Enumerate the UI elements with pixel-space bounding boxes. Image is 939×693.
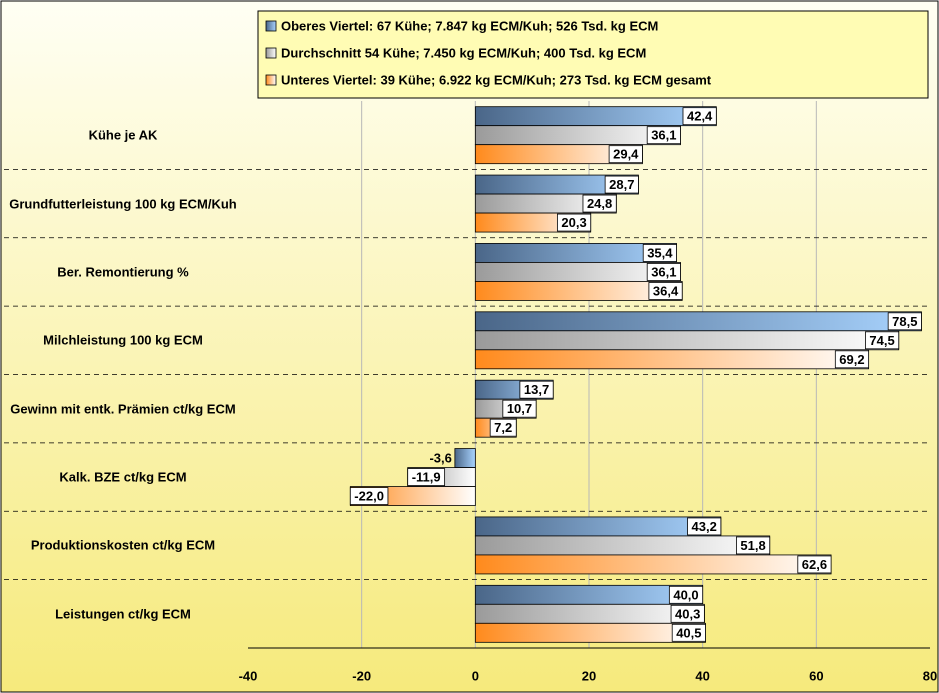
- data-label-box: [671, 623, 706, 642]
- data-label-box: [646, 263, 681, 281]
- bar: [474, 330, 900, 351]
- data-label-box: [608, 145, 643, 164]
- x-tick-label: 20: [582, 668, 596, 683]
- data-label-box: [556, 213, 592, 232]
- data-label-box: [646, 126, 681, 145]
- category-label: Kühe je AK: [88, 127, 158, 143]
- x-tick-label: -40: [239, 668, 258, 683]
- data-label: 40,0: [673, 587, 698, 602]
- bar: [474, 311, 922, 332]
- data-label-box: [648, 282, 683, 300]
- data-label: 13,7: [524, 382, 549, 397]
- category-label: Kalk. BZE ct/kg ECM: [59, 469, 187, 485]
- data-label-box: [887, 312, 922, 331]
- data-label: 74,5: [869, 333, 894, 348]
- data-label: 28,7: [609, 177, 634, 192]
- bar: [474, 349, 870, 370]
- data-label-box: [489, 418, 517, 437]
- data-label-box: [736, 536, 771, 555]
- data-label: 62,6: [802, 557, 827, 572]
- data-label: 69,2: [839, 352, 864, 367]
- data-label: 35,4: [647, 245, 673, 260]
- data-label: 20,3: [561, 215, 586, 230]
- data-label: 42,4: [687, 109, 713, 124]
- data-label-box: [670, 604, 705, 623]
- data-label: 40,5: [676, 625, 701, 640]
- category-label: Ber. Remontierung %: [57, 264, 189, 280]
- data-label: 36,1: [651, 128, 676, 143]
- data-label-box: [519, 380, 554, 399]
- legend-box: [257, 10, 929, 99]
- bar: [474, 603, 705, 624]
- x-tick-label: 0: [472, 668, 479, 683]
- data-label: 36,4: [653, 283, 679, 298]
- data-label-box: [604, 175, 639, 194]
- data-label-box: [407, 468, 446, 486]
- data-label: 43,2: [692, 519, 717, 534]
- bar: [474, 584, 704, 605]
- legend-label: Oberes Viertel: 67 Kühe; 7.847 kg ECM/Ku…: [281, 18, 658, 33]
- category-label: Gewinn mit entk. Prämien ct/kg ECM: [10, 401, 236, 417]
- bar: [474, 535, 771, 556]
- legend-label: Durchschnitt 54 Kühe; 7.450 kg ECM/Kuh; …: [281, 45, 646, 60]
- data-label-box: [687, 517, 722, 536]
- x-tick-label: -20: [352, 668, 371, 683]
- data-label-box: [682, 107, 717, 126]
- data-label: 29,4: [613, 147, 639, 162]
- data-label-box: [642, 244, 677, 262]
- data-label-box: [349, 487, 389, 505]
- x-tick-label: 80: [923, 668, 937, 683]
- data-label: 7,2: [494, 420, 512, 435]
- bar: [474, 554, 832, 575]
- x-tick-label: 60: [809, 668, 823, 683]
- x-tick-label: 40: [695, 668, 709, 683]
- data-label: 10,7: [507, 401, 532, 416]
- data-label-box: [668, 585, 704, 604]
- data-label-box: [502, 399, 537, 418]
- category-label: Produktionskosten ct/kg ECM: [30, 537, 216, 553]
- data-label-box: [865, 331, 900, 350]
- data-label: 24,8: [587, 196, 612, 211]
- legend-swatch: [265, 47, 277, 59]
- bar: [454, 448, 476, 468]
- legend-label: Unteres Viertel: 39 Kühe; 6.922 kg ECM/K…: [281, 72, 712, 87]
- legend-swatch: [265, 20, 277, 32]
- data-label-box: [582, 194, 617, 213]
- data-label: 40,3: [675, 606, 700, 621]
- bar: [474, 622, 706, 643]
- legend-swatch: [265, 74, 277, 86]
- data-label: -22,0: [354, 489, 384, 504]
- data-label: -3,6: [429, 451, 451, 466]
- data-label: 36,1: [651, 264, 676, 279]
- data-label-box: [834, 350, 870, 369]
- data-label: 78,5: [892, 314, 917, 329]
- data-label: -11,9: [412, 470, 441, 485]
- data-label-box: [797, 555, 832, 574]
- bar: [474, 516, 722, 537]
- category-label: Grundfutterleistung 100 kg ECM/Kuh: [9, 196, 237, 212]
- category-label: Milchleistung 100 kg ECM: [43, 332, 203, 348]
- bar: [474, 106, 717, 127]
- data-label: 51,8: [740, 538, 765, 553]
- category-label: Leistungen ct/kg ECM: [55, 606, 191, 622]
